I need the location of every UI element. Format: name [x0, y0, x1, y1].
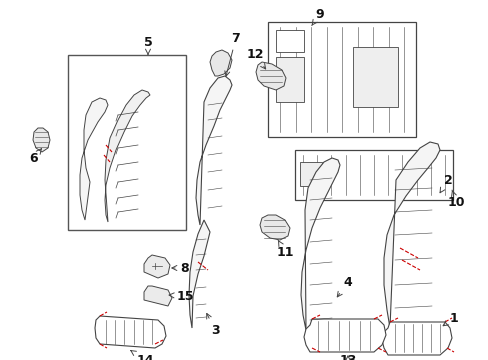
Polygon shape	[33, 128, 50, 152]
Polygon shape	[143, 286, 172, 306]
Text: 10: 10	[447, 190, 464, 208]
Text: 1: 1	[442, 311, 457, 326]
Polygon shape	[209, 50, 231, 76]
Polygon shape	[260, 215, 289, 240]
Text: 13: 13	[339, 354, 356, 360]
Text: 5: 5	[143, 36, 152, 54]
Text: 6: 6	[30, 149, 41, 165]
Polygon shape	[304, 319, 385, 352]
Bar	[294, 150, 452, 200]
Text: 8: 8	[171, 261, 189, 274]
Bar	[299, 162, 321, 186]
Polygon shape	[143, 255, 170, 278]
Bar	[275, 30, 304, 52]
Text: 3: 3	[206, 314, 219, 337]
Text: 12: 12	[246, 49, 265, 69]
Text: 4: 4	[337, 275, 352, 297]
Polygon shape	[381, 322, 451, 355]
Bar	[275, 57, 304, 102]
Bar	[267, 22, 415, 137]
Polygon shape	[189, 220, 209, 328]
Text: 11: 11	[276, 240, 293, 258]
Polygon shape	[301, 158, 339, 330]
Text: 9: 9	[311, 8, 324, 26]
Polygon shape	[80, 98, 108, 220]
Polygon shape	[383, 142, 439, 328]
Bar	[352, 47, 397, 107]
Polygon shape	[105, 90, 150, 222]
Text: 14: 14	[130, 351, 153, 360]
Text: 15: 15	[169, 289, 193, 302]
Polygon shape	[95, 316, 165, 348]
Polygon shape	[196, 76, 231, 225]
Text: 7: 7	[224, 31, 240, 76]
Text: 2: 2	[439, 174, 451, 193]
Polygon shape	[256, 62, 285, 90]
Bar	[68, 55, 185, 230]
